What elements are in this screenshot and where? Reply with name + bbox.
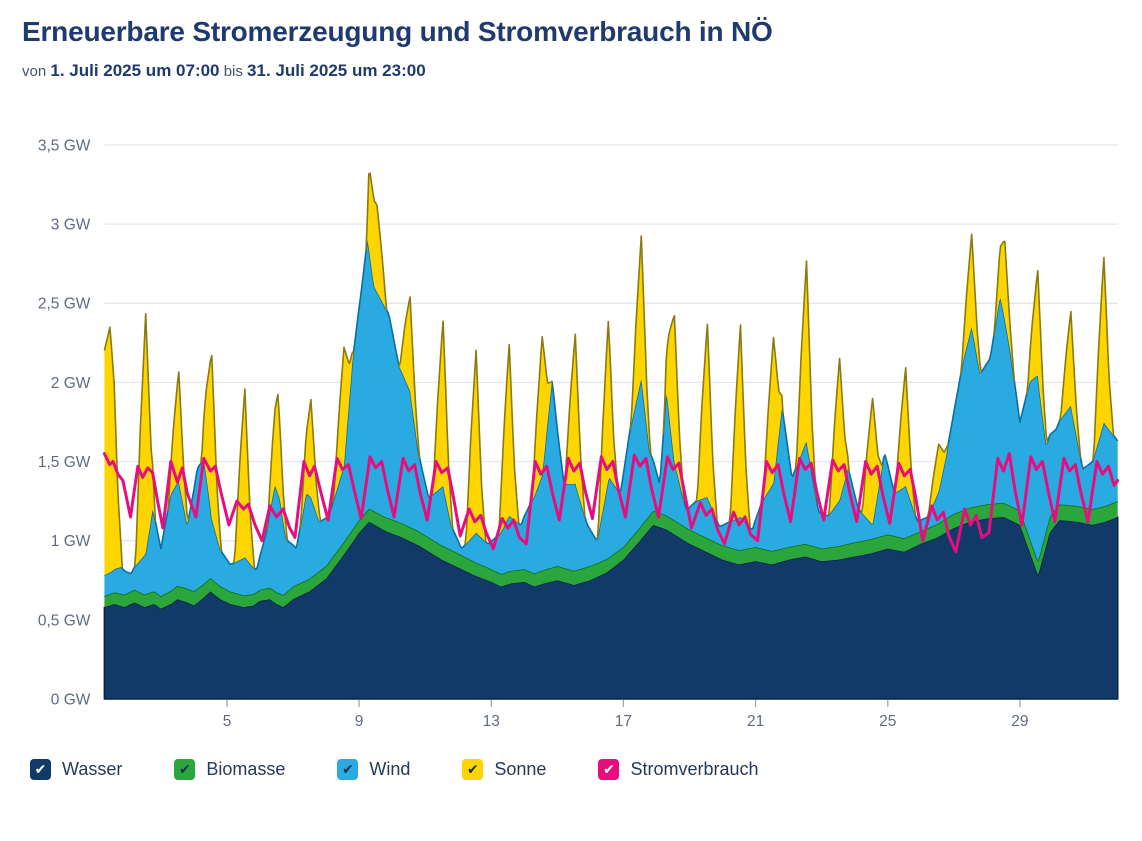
y-tick-label: 3 GW — [51, 217, 91, 234]
legend-item-biomasse[interactable]: ✔ Biomasse — [174, 758, 286, 780]
checkmark-icon: ✔ — [34, 761, 47, 778]
axes: 0 GW 0,5 GW 1 GW 1,5 GW 2 GW 2,5 GW 3 GW 3,5 GW… — [38, 138, 1029, 731]
y-tick-label: 1 GW — [51, 533, 91, 550]
area-outline-sonne — [103, 172, 1115, 569]
x-tick-label: 17 — [615, 713, 632, 730]
header: Erneuerbare Stromerzeugung und Stromverb… — [0, 0, 1142, 81]
area-wasser — [104, 517, 1118, 700]
legend-label-stromverbrauch: Stromverbrauch — [630, 758, 759, 779]
checkbox-stromverbrauch[interactable]: ✔ — [598, 758, 620, 780]
checkmark-icon: ✔ — [342, 761, 354, 778]
stacked-area-chart: 0 GW 0,5 GW 1 GW 1,5 GW 2 GW 2,5 GW 3 GW 3,5 GW… — [38, 138, 1120, 731]
legend-label-sonne: Sonne — [494, 758, 547, 779]
x-tick-label: 21 — [747, 713, 764, 730]
checkbox-wasser[interactable]: ✔ — [30, 758, 51, 780]
x-tick-label: 9 — [355, 713, 364, 730]
checkmark-icon: ✔ — [467, 761, 479, 778]
y-tick-label: 3,5 GW — [38, 138, 91, 155]
date-range: von 1. Juli 2025 um 07:00 bis 31. Juli 2… — [22, 61, 1142, 81]
to-label: bis — [223, 63, 243, 81]
line-stromverbrauch — [102, 452, 1120, 554]
area-biomasse — [104, 501, 1118, 609]
y-tick-label: 0 GW — [51, 692, 91, 709]
page-title: Erneuerbare Stromerzeugung und Stromverb… — [22, 16, 773, 47]
x-tick-label: 13 — [483, 713, 500, 730]
from-label: von — [22, 63, 47, 81]
legend-label-biomasse: Biomasse — [206, 758, 286, 779]
legend-item-wasser[interactable]: ✔ Wasser — [30, 758, 123, 780]
to-date: 31. Juli 2025 um 23:00 — [247, 61, 426, 81]
checkbox-wind[interactable]: ✔ — [337, 758, 359, 780]
y-tick-label: 0,5 GW — [38, 613, 91, 630]
legend-item-stromverbrauch[interactable]: ✔ Stromverbrauch — [598, 758, 759, 780]
checkmark-icon: ✔ — [603, 761, 615, 778]
y-tick-label: 2 GW — [51, 375, 91, 392]
checkmark-icon: ✔ — [178, 761, 191, 778]
legend: ✔ Wasser ✔ Biomasse ✔ Wind ✔ Sonne ✔ Str… — [30, 751, 1142, 787]
legend-label-wind: Wind — [369, 758, 411, 779]
area-series — [103, 172, 1119, 700]
y-tick-label: 1,5 GW — [38, 454, 91, 471]
legend-item-wind[interactable]: ✔ Wind — [337, 758, 411, 780]
checkbox-sonne[interactable]: ✔ — [462, 758, 484, 780]
legend-item-sonne[interactable]: ✔ Sonne — [462, 758, 547, 780]
x-tick-label: 25 — [879, 713, 896, 730]
x-tick-label: 5 — [223, 713, 232, 730]
area-outline-wasser — [103, 516, 1119, 700]
consumption-line — [102, 452, 1120, 554]
from-date: 1. Juli 2025 um 07:00 — [50, 61, 220, 81]
legend-label-wasser: Wasser — [62, 758, 123, 779]
x-tick-label: 29 — [1011, 713, 1028, 730]
y-tick-label: 2,5 GW — [38, 296, 91, 313]
checkbox-biomasse[interactable]: ✔ — [174, 758, 196, 780]
